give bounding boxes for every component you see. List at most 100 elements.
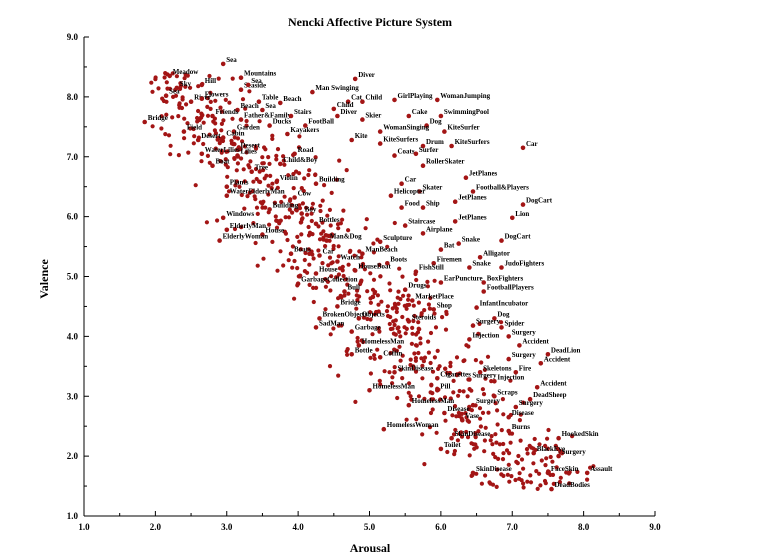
labeled-data-point — [331, 106, 337, 112]
data-point — [375, 347, 380, 352]
labeled-data-point — [195, 137, 201, 143]
labeled-data-point — [527, 396, 533, 402]
point-label: Surfer — [419, 146, 438, 154]
data-point — [261, 256, 266, 261]
labeled-data-point — [310, 89, 315, 95]
data-point — [408, 357, 413, 362]
data-point — [437, 364, 442, 369]
data-point — [406, 390, 411, 395]
point-label: Surgery — [562, 448, 587, 456]
y-tick-label: 8.0 — [67, 92, 79, 102]
data-point — [382, 369, 387, 374]
point-label: Bridge — [148, 114, 168, 122]
point-label: Sculpture — [383, 234, 412, 242]
data-point — [567, 481, 572, 486]
point-label: Staircase — [408, 218, 435, 226]
data-point — [453, 427, 458, 433]
data-point — [385, 244, 390, 249]
labeled-data-point — [545, 470, 551, 476]
data-point — [262, 145, 267, 150]
data-point — [385, 313, 391, 319]
data-point — [234, 168, 239, 173]
data-point — [242, 179, 247, 184]
point-label: SadMan — [319, 319, 344, 327]
data-point — [400, 274, 405, 279]
data-point — [400, 353, 405, 358]
data-point — [311, 256, 316, 261]
data-point — [365, 316, 370, 322]
data-point — [474, 445, 479, 450]
data-point — [159, 114, 164, 119]
data-point — [378, 274, 383, 279]
data-point — [337, 266, 342, 271]
data-point — [495, 467, 500, 472]
labeled-data-point — [399, 181, 404, 186]
labeled-data-point — [420, 231, 426, 236]
data-point — [346, 262, 351, 267]
data-point — [500, 397, 505, 402]
data-point — [550, 472, 556, 477]
data-point — [443, 418, 448, 423]
labeled-data-point — [492, 394, 497, 399]
data-point — [434, 430, 439, 435]
labeled-data-point — [377, 355, 383, 360]
data-point — [490, 442, 495, 447]
data-point — [467, 453, 472, 458]
data-point — [218, 105, 223, 110]
labeled-data-point — [499, 325, 504, 330]
labeled-data-point — [256, 99, 262, 104]
data-point — [388, 288, 393, 293]
point-label: Diver — [340, 108, 357, 116]
data-point — [264, 173, 269, 178]
point-label: Snake — [462, 236, 480, 244]
point-label: Food — [405, 200, 420, 208]
data-point — [352, 253, 357, 258]
labeled-data-point — [456, 241, 462, 246]
point-label: Surgery — [519, 399, 544, 407]
data-point — [247, 165, 252, 170]
data-point — [371, 250, 376, 255]
data-point — [161, 98, 166, 104]
data-point — [270, 136, 275, 141]
data-point — [553, 443, 558, 448]
data-point — [253, 144, 258, 149]
data-point — [336, 272, 341, 277]
labeled-data-point — [163, 93, 169, 98]
data-point — [282, 162, 287, 167]
point-label: Table — [262, 94, 278, 102]
data-point — [337, 158, 342, 163]
labeled-data-point — [224, 184, 230, 189]
data-point — [359, 338, 364, 343]
data-point — [166, 133, 172, 138]
data-point — [305, 212, 310, 217]
data-point — [397, 266, 402, 271]
data-point — [355, 298, 360, 303]
data-point — [208, 90, 213, 95]
labeled-data-point — [285, 131, 290, 137]
y-tick-label: 5.0 — [67, 272, 79, 282]
point-label: Surgery — [476, 318, 501, 326]
data-point — [588, 465, 593, 470]
data-point — [452, 404, 458, 409]
data-point — [452, 452, 457, 457]
data-point — [422, 462, 427, 467]
labeled-data-point — [481, 289, 487, 294]
background-points — [149, 71, 596, 491]
point-label: Mountains — [244, 70, 277, 78]
data-point — [345, 347, 350, 352]
data-point — [170, 115, 175, 120]
data-point — [274, 225, 280, 230]
point-label: Child — [365, 94, 382, 102]
data-point — [413, 343, 419, 348]
data-point — [347, 249, 352, 254]
data-point — [371, 241, 376, 246]
data-point — [267, 161, 272, 166]
data-point — [221, 118, 226, 123]
data-point — [233, 183, 238, 188]
y-axis-ticks: 1.0 2.0 3.0 4.0 5.0 6.0 7.0 8.0 9.0 — [67, 32, 89, 521]
data-point — [150, 124, 155, 129]
point-label: KiteSurfers — [455, 138, 490, 146]
data-point — [260, 155, 265, 160]
data-point — [279, 199, 284, 205]
